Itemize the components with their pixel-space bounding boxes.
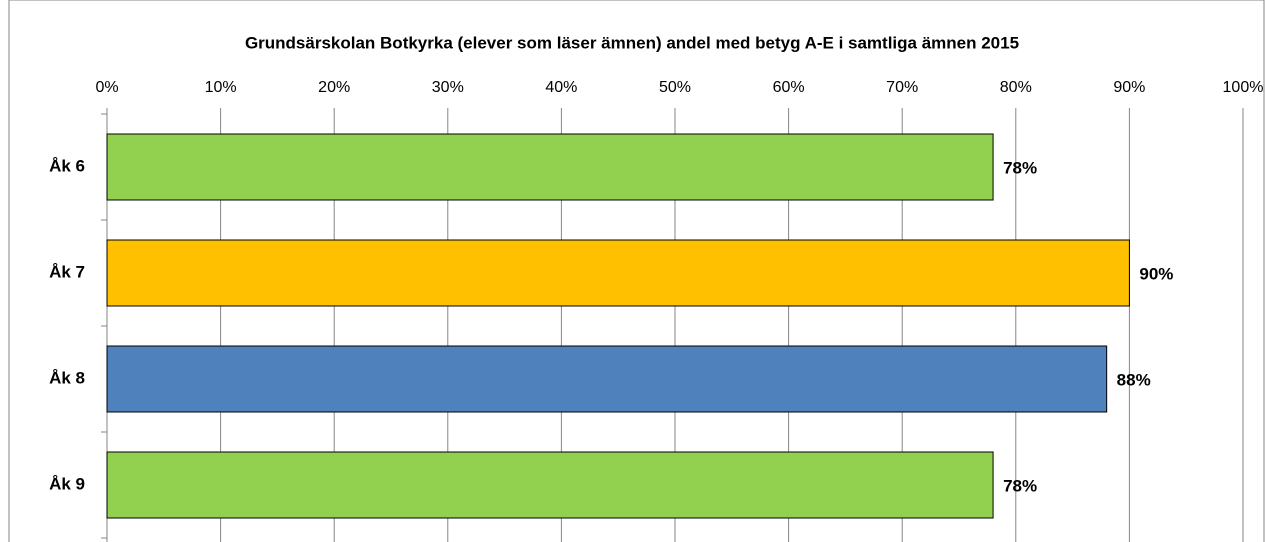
x-tick-label: 20% bbox=[318, 79, 350, 96]
chart-title: Grundsärskolan Botkyrka (elever som läse… bbox=[245, 33, 1019, 52]
x-tick-label: 60% bbox=[773, 79, 805, 96]
x-tick-label: 40% bbox=[545, 79, 577, 96]
x-tick-label: 50% bbox=[659, 79, 691, 96]
x-tick-label: 70% bbox=[886, 79, 918, 96]
y-tick-label: Åk 7 bbox=[49, 262, 85, 281]
value-label: 88% bbox=[1117, 370, 1151, 389]
y-tick-label: Åk 9 bbox=[49, 474, 85, 493]
bar bbox=[106, 451, 994, 519]
x-tick-label: 10% bbox=[205, 79, 237, 96]
x-tick-label: 100% bbox=[1223, 79, 1264, 96]
x-tick-label: 30% bbox=[432, 79, 464, 96]
y-tick-label: Åk 6 bbox=[49, 156, 85, 175]
y-tick-label: Åk 8 bbox=[49, 368, 85, 387]
bar bbox=[106, 239, 1130, 307]
value-label: 78% bbox=[1003, 158, 1037, 177]
x-tick-label: 80% bbox=[1000, 79, 1032, 96]
value-label: 78% bbox=[1003, 476, 1037, 495]
value-label: 90% bbox=[1139, 264, 1173, 283]
bar bbox=[106, 133, 994, 201]
bar bbox=[106, 345, 1108, 413]
x-tick-label: 90% bbox=[1113, 79, 1145, 96]
x-tick-label: 0% bbox=[95, 79, 118, 96]
